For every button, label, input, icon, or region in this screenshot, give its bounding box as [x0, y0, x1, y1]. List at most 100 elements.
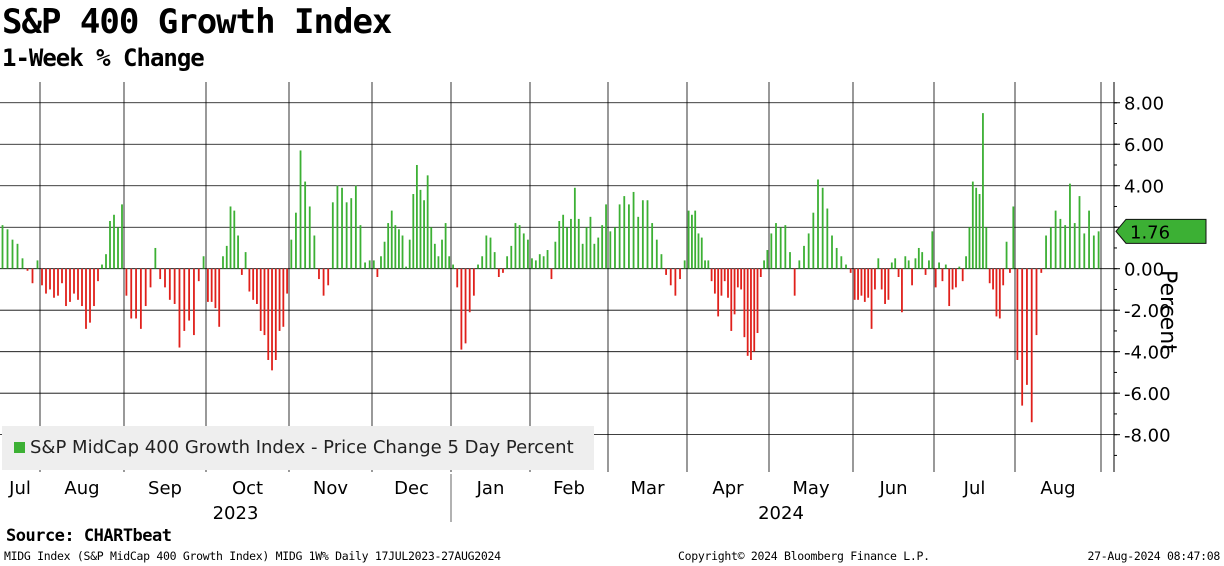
- bar: [679, 268, 681, 280]
- bar: [101, 264, 103, 269]
- bar: [73, 268, 75, 294]
- bar: [743, 268, 746, 338]
- bar: [477, 264, 479, 269]
- x-tick-label: Jul: [963, 478, 986, 499]
- bar: [202, 256, 205, 269]
- chart-title: S&P 400 Growth Index: [2, 2, 392, 42]
- bar: [995, 268, 998, 317]
- bar: [1045, 235, 1047, 269]
- legend-swatch: [14, 442, 25, 453]
- bar: [372, 260, 375, 269]
- bar: [286, 268, 289, 294]
- bar: [651, 223, 654, 269]
- bar: [863, 268, 866, 302]
- bar: [845, 264, 847, 269]
- chart-legend: S&P MidCap 400 Growth Index - Price Chan…: [2, 426, 594, 470]
- bar: [359, 225, 362, 269]
- bar: [835, 247, 838, 269]
- chart-subtitle: 1-Week % Change: [2, 44, 205, 72]
- bar: [36, 260, 39, 269]
- x-tick-label: Nov: [313, 478, 348, 499]
- bar: [89, 268, 91, 323]
- bar: [159, 268, 162, 280]
- bar: [448, 256, 451, 269]
- bar: [887, 268, 890, 300]
- bar: [857, 268, 859, 300]
- year-label: 2023: [213, 503, 259, 524]
- bar: [1059, 218, 1062, 269]
- y-tick-label: 4.00: [1124, 177, 1164, 198]
- bar: [327, 268, 330, 286]
- bar: [982, 113, 984, 269]
- bar: [113, 214, 115, 269]
- bar: [554, 241, 557, 269]
- footer-index-info: MIDG Index (S&P MidCap 400 Growth Index)…: [4, 549, 501, 563]
- bar: [840, 256, 843, 269]
- bar: [655, 239, 658, 269]
- bar: [502, 268, 504, 273]
- bar: [730, 268, 733, 331]
- bar: [687, 210, 690, 269]
- bar: [985, 227, 988, 269]
- last-value-marker: [1115, 218, 1207, 244]
- bar: [168, 268, 171, 300]
- bar: [61, 268, 63, 284]
- bar: [1016, 268, 1019, 360]
- bar: [566, 227, 568, 269]
- bar: [259, 268, 262, 331]
- legend-label: S&P MidCap 400 Growth Index - Price Chan…: [30, 437, 574, 458]
- bar: [938, 262, 940, 269]
- x-tick-label: Jun: [878, 478, 907, 499]
- bar: [870, 268, 873, 329]
- bar: [779, 227, 782, 269]
- bar: [1, 225, 4, 269]
- y-tick-label: -2.00: [1124, 301, 1171, 322]
- bar: [1083, 233, 1086, 269]
- bar: [398, 229, 400, 269]
- bar: [1002, 268, 1005, 286]
- bar: [1040, 268, 1043, 273]
- bar: [527, 239, 529, 269]
- bar: [697, 233, 700, 269]
- bar: [951, 268, 954, 290]
- bar: [784, 225, 787, 269]
- bar: [694, 210, 697, 269]
- bar: [770, 233, 773, 269]
- bar: [998, 268, 1001, 319]
- bar: [618, 204, 621, 269]
- bar: [387, 223, 390, 269]
- bar: [683, 260, 686, 269]
- bar: [605, 204, 607, 269]
- bar: [601, 225, 604, 269]
- x-tick-label: May: [792, 478, 830, 499]
- bar: [248, 268, 251, 292]
- bar: [948, 268, 951, 307]
- x-tick-label: Sep: [148, 478, 182, 499]
- bar: [518, 225, 521, 269]
- bar: [282, 268, 285, 327]
- x-tick-label: Oct: [232, 478, 263, 499]
- bar: [299, 150, 302, 269]
- bar: [542, 256, 545, 269]
- bar: [222, 256, 224, 269]
- bar: [538, 254, 541, 269]
- bar: [534, 260, 537, 269]
- bar: [874, 268, 876, 290]
- bar: [53, 268, 55, 298]
- bar: [464, 268, 467, 344]
- bar: [45, 268, 47, 294]
- bar: [1097, 231, 1100, 269]
- bar: [364, 262, 366, 269]
- x-tick-label: Mar: [631, 478, 666, 499]
- bar: [637, 216, 640, 269]
- bar: [41, 268, 43, 286]
- bar: [225, 245, 228, 269]
- bar: [193, 268, 195, 336]
- bar: [173, 268, 176, 304]
- x-tick-label: Aug: [1040, 478, 1075, 499]
- bar: [955, 268, 957, 288]
- bar: [573, 187, 576, 269]
- bar: [1092, 235, 1095, 269]
- bar: [130, 268, 133, 319]
